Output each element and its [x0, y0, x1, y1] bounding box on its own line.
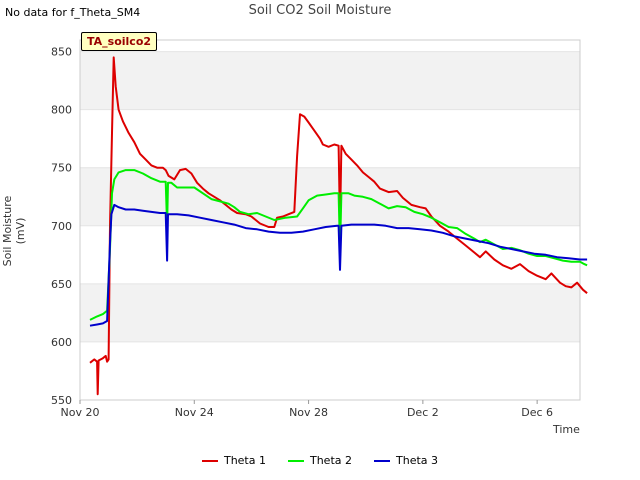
x-tick-label: Dec 2 — [407, 406, 439, 419]
series-line-theta-1 — [89, 56, 588, 396]
legend-item-theta-3[interactable]: Theta 3 — [374, 454, 438, 467]
series-line-theta-3 — [89, 203, 588, 327]
x-axis: Nov 20 Nov 24 Nov 28 Dec 2 Dec 6 — [61, 400, 553, 419]
x-axis-label: Time — [553, 423, 580, 436]
plot-band — [80, 283, 580, 342]
plot-frame — [79, 39, 581, 401]
x-tick-label: Dec 6 — [521, 406, 553, 419]
plot-band — [80, 225, 580, 284]
y-tick-label: 750 — [51, 162, 72, 175]
legend-swatch — [287, 459, 304, 462]
plot-band — [80, 109, 580, 168]
y-tick-label: 850 — [51, 46, 72, 59]
y-tick-label: 800 — [51, 104, 72, 117]
x-tick-label: Nov 28 — [289, 406, 328, 419]
plot-band — [80, 341, 580, 400]
legend-swatch — [201, 459, 218, 462]
y-tick-label: 650 — [51, 278, 72, 291]
legend-swatch — [374, 459, 390, 462]
y-tick-label: 600 — [51, 336, 72, 349]
plot-band — [80, 167, 580, 226]
y-axis: 550 600 650 700 750 800 850 — [51, 46, 72, 407]
y-tick-label: 550 — [51, 394, 72, 407]
plot-band — [80, 40, 580, 52]
y-tick-label: 700 — [51, 220, 72, 233]
y-axis-label: Soil Moisture (mV) — [1, 195, 27, 267]
legend-item-theta-2[interactable]: Theta 2 — [287, 454, 352, 467]
legend-label: Theta 1 — [223, 454, 266, 467]
x-tick-label: Nov 20 — [61, 406, 100, 419]
x-tick-label: Nov 24 — [175, 406, 214, 419]
legend: Theta 1 Theta 2 Theta 3 — [0, 454, 640, 467]
legend-label: Theta 2 — [309, 454, 352, 467]
chart-title: Soil CO2 Soil Moisture — [248, 3, 392, 18]
site-tag: TA_soilco2 — [81, 32, 158, 51]
plot-band — [80, 51, 580, 110]
legend-item-theta-1[interactable]: Theta 1 — [201, 454, 266, 467]
series-lines — [89, 56, 588, 396]
plot-bands — [80, 40, 580, 400]
no-data-note: No data for f_Theta_SM4 — [5, 6, 141, 19]
legend-label: Theta 3 — [396, 454, 439, 467]
